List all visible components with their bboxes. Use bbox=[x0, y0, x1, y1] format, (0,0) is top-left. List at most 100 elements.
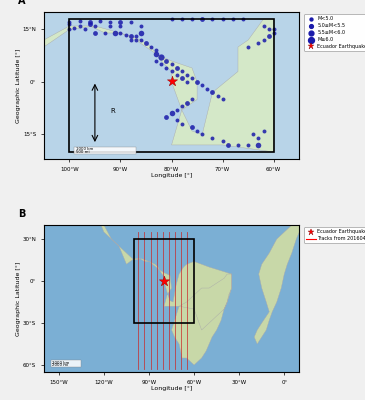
Point bbox=[266, 26, 272, 33]
Point bbox=[138, 30, 144, 36]
Point bbox=[179, 103, 185, 110]
Point bbox=[255, 135, 261, 141]
Point bbox=[66, 21, 72, 28]
Point bbox=[174, 117, 180, 124]
Point bbox=[210, 135, 215, 141]
Point bbox=[148, 44, 154, 50]
Point bbox=[164, 58, 169, 64]
Point bbox=[179, 75, 185, 82]
Point bbox=[164, 114, 169, 120]
Point bbox=[97, 18, 103, 24]
Point bbox=[72, 24, 77, 31]
Point bbox=[169, 110, 174, 117]
Legend: Ecuador Earthquake, Tracks from 20160413-0415: Ecuador Earthquake, Tracks from 20160413… bbox=[304, 228, 365, 243]
Point bbox=[107, 23, 113, 29]
Point bbox=[179, 68, 185, 75]
Point bbox=[220, 138, 226, 145]
Point bbox=[271, 30, 277, 36]
Point bbox=[128, 19, 134, 26]
Point bbox=[194, 79, 200, 85]
Point bbox=[66, 19, 72, 26]
Point bbox=[112, 30, 118, 36]
Point bbox=[66, 26, 72, 33]
Legend: M<5.0, 5.0≤M<5.5, 5.5≤M<6.0, M≥6.0, Ecuador Earthquake: M<5.0, 5.0≤M<5.5, 5.5≤M<6.0, M≥6.0, Ecua… bbox=[304, 14, 365, 51]
Point bbox=[153, 58, 159, 64]
Point bbox=[261, 23, 266, 29]
Bar bbox=[69, 19, 274, 152]
Point bbox=[189, 124, 195, 131]
Point bbox=[118, 30, 123, 36]
Point bbox=[82, 26, 88, 33]
Point bbox=[189, 75, 195, 82]
Point bbox=[245, 44, 251, 50]
Point bbox=[87, 21, 93, 28]
Text: 2000 km: 2000 km bbox=[52, 361, 69, 365]
Point bbox=[179, 16, 185, 22]
Bar bbox=[134, 239, 194, 323]
Point bbox=[138, 23, 144, 29]
Point bbox=[133, 33, 139, 40]
X-axis label: Longitude [°]: Longitude [°] bbox=[151, 386, 192, 391]
Point bbox=[174, 65, 180, 71]
Point bbox=[161, 277, 167, 284]
Point bbox=[240, 16, 246, 22]
Point bbox=[77, 18, 82, 24]
Point bbox=[118, 23, 123, 29]
Point bbox=[250, 131, 256, 138]
Point bbox=[92, 23, 98, 29]
Polygon shape bbox=[44, 197, 232, 365]
Point bbox=[179, 121, 185, 127]
Y-axis label: Geographic Latitude [°]: Geographic Latitude [°] bbox=[16, 261, 21, 336]
Point bbox=[169, 68, 174, 75]
Point bbox=[184, 100, 190, 106]
Point bbox=[215, 93, 220, 99]
Point bbox=[169, 78, 175, 84]
Point bbox=[158, 54, 164, 61]
Point bbox=[102, 30, 108, 36]
Point bbox=[169, 16, 174, 22]
Point bbox=[255, 142, 261, 148]
Point bbox=[153, 51, 159, 57]
Point bbox=[184, 79, 190, 85]
Point bbox=[204, 86, 210, 92]
Point bbox=[92, 30, 98, 36]
Point bbox=[158, 61, 164, 68]
Text: R: R bbox=[110, 108, 115, 114]
Text: B: B bbox=[18, 209, 26, 219]
Point bbox=[138, 37, 144, 43]
Point bbox=[266, 33, 272, 40]
Point bbox=[261, 128, 266, 134]
Point bbox=[230, 16, 236, 22]
Point bbox=[235, 142, 241, 148]
Point bbox=[199, 82, 205, 89]
Point bbox=[174, 72, 180, 78]
Point bbox=[133, 37, 139, 43]
Point bbox=[210, 89, 215, 96]
Text: 2000 mi: 2000 mi bbox=[52, 364, 68, 368]
Y-axis label: Geographic Latitude [°]: Geographic Latitude [°] bbox=[16, 48, 21, 123]
Point bbox=[164, 65, 169, 71]
Point bbox=[225, 142, 231, 148]
Point bbox=[153, 47, 159, 54]
Text: A: A bbox=[18, 0, 26, 6]
Point bbox=[220, 16, 226, 22]
Point bbox=[87, 19, 93, 26]
Point bbox=[199, 16, 205, 22]
Polygon shape bbox=[254, 225, 299, 344]
Point bbox=[184, 72, 190, 78]
Point bbox=[118, 19, 123, 26]
Polygon shape bbox=[44, 19, 274, 152]
Point bbox=[169, 61, 174, 68]
Bar bbox=[51, 360, 81, 367]
Point bbox=[245, 142, 251, 148]
Point bbox=[128, 37, 134, 43]
Point bbox=[174, 107, 180, 113]
Point bbox=[189, 16, 195, 22]
Point bbox=[189, 96, 195, 103]
X-axis label: Longitude [°]: Longitude [°] bbox=[151, 173, 192, 178]
Point bbox=[271, 26, 277, 33]
Point bbox=[194, 128, 200, 134]
Point bbox=[210, 16, 215, 22]
Point bbox=[77, 23, 82, 29]
Point bbox=[123, 32, 128, 38]
